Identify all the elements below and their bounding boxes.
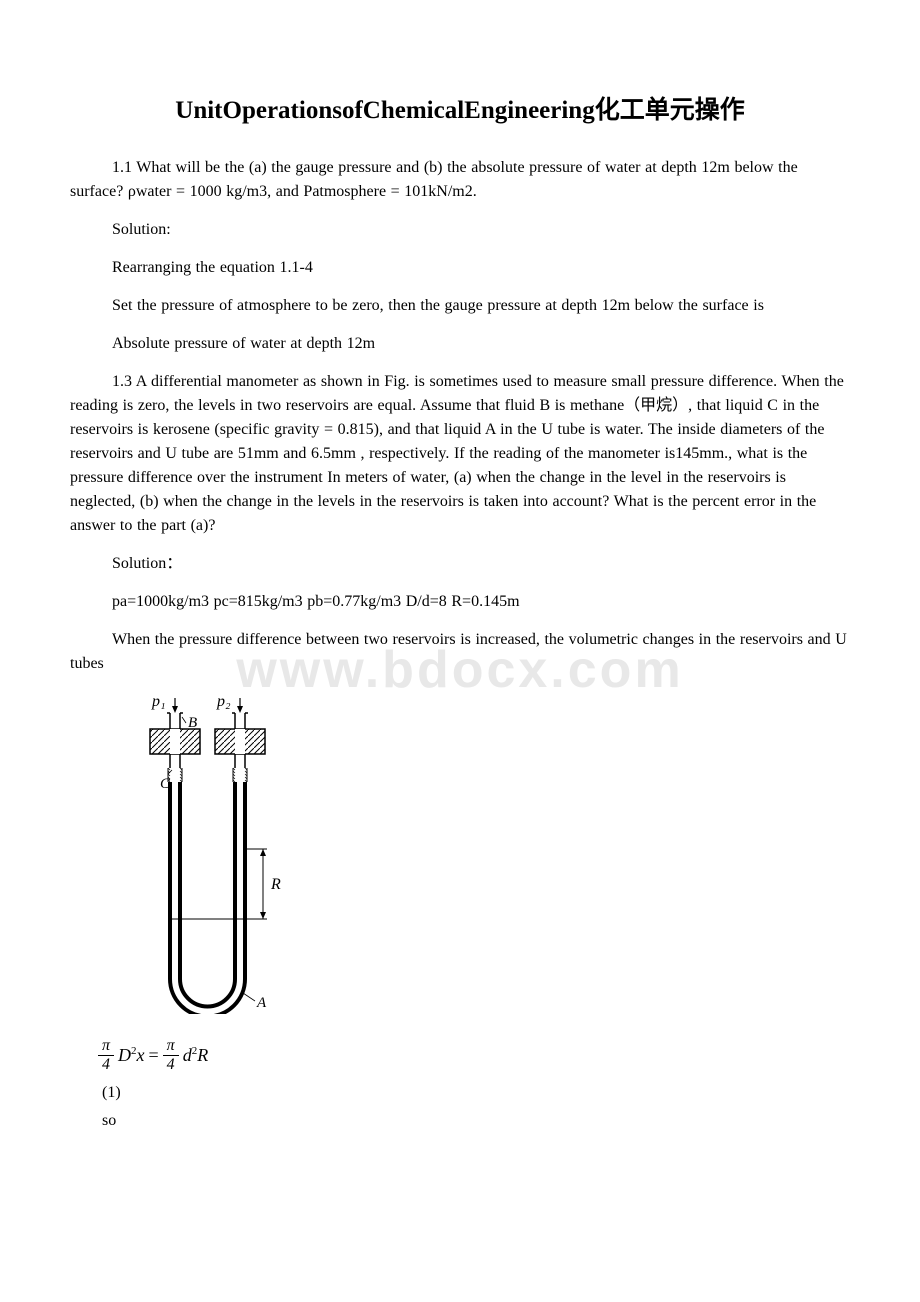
eq-term-2: d2R: [183, 1045, 209, 1066]
para-rearranging: Rearranging the equation 1.1-4: [70, 256, 850, 280]
fraction-1: π 4: [98, 1037, 114, 1074]
eq-term-1: D2x: [118, 1045, 145, 1066]
svg-text:R: R: [270, 876, 281, 893]
svg-text:p₁: p₁: [151, 694, 166, 710]
document-content: UnitOperationsofChemicalEngineering化工单元操…: [70, 90, 850, 1130]
para-solution-2: Solution：: [70, 552, 850, 576]
para-1-3: 1.3 A differential manometer as shown in…: [70, 370, 850, 538]
para-1-1: 1.1 What will be the (a) the gauge press…: [70, 156, 850, 204]
so-text: so: [102, 1112, 850, 1130]
para-absolute: Absolute pressure of water at depth 12m: [70, 332, 850, 356]
manometer-diagram: p₁ p₂ B C R A: [140, 694, 850, 1019]
para-set-pressure: Set the pressure of atmosphere to be zer…: [70, 294, 850, 318]
para-values: pa=1000kg/m3 pc=815kg/m3 pb=0.77kg/m3 D/…: [70, 590, 850, 614]
document-title: UnitOperationsofChemicalEngineering化工单元操…: [70, 90, 850, 126]
svg-text:A: A: [256, 995, 267, 1011]
fraction-2: π 4: [163, 1037, 179, 1074]
equation-volume: π 4 D2x = π 4 d2R: [98, 1037, 850, 1074]
eq-number: (1): [102, 1084, 850, 1102]
svg-text:C: C: [160, 776, 171, 792]
para-solution-1: Solution:: [70, 218, 850, 242]
svg-text:p₂: p₂: [216, 694, 231, 710]
svg-text:B: B: [188, 715, 197, 731]
eq-equals: =: [149, 1045, 159, 1066]
para-volumetric: When the pressure difference between two…: [70, 628, 850, 676]
